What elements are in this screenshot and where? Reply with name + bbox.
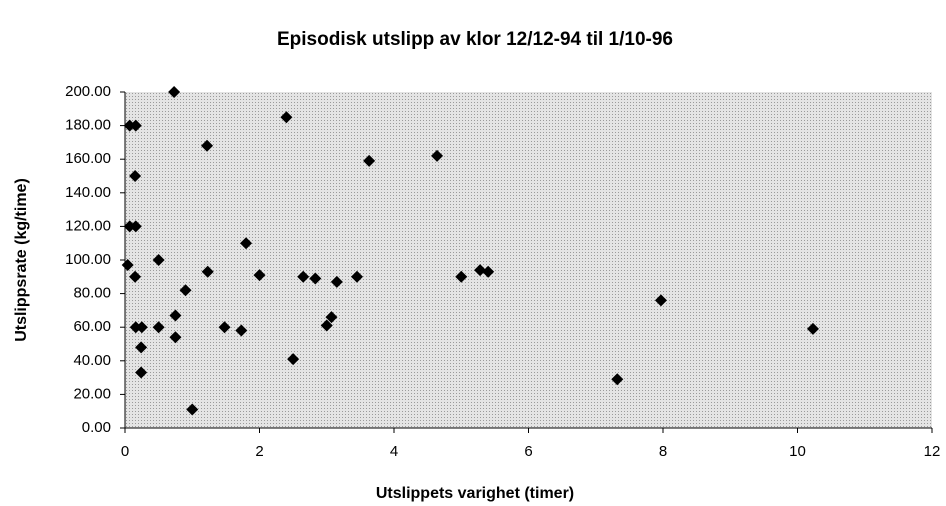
point — [474, 264, 487, 277]
x-tick-label: 12 — [924, 443, 941, 460]
y-tick-label: 60.00 — [73, 318, 111, 335]
point — [287, 353, 300, 366]
point — [123, 119, 136, 132]
point — [309, 272, 322, 285]
point — [455, 270, 468, 283]
point — [235, 324, 248, 337]
y-tick-label: 120.00 — [65, 217, 111, 234]
point — [121, 259, 134, 272]
point — [179, 284, 192, 297]
point — [169, 309, 182, 322]
point — [240, 237, 253, 250]
y-tick-label: 160.00 — [65, 150, 111, 167]
point — [135, 366, 148, 379]
x-tick-label: 6 — [524, 443, 532, 460]
x-tick-label: 4 — [390, 443, 398, 460]
y-tick-label: 100.00 — [65, 251, 111, 268]
point — [129, 119, 142, 132]
point — [135, 341, 148, 354]
point — [123, 220, 136, 233]
plot-area — [125, 92, 932, 428]
point — [482, 265, 495, 278]
point — [325, 311, 338, 324]
y-tick-label: 0.00 — [82, 419, 111, 436]
y-tick-label: 200.00 — [65, 83, 111, 100]
point — [152, 254, 165, 266]
point — [186, 403, 199, 416]
point — [297, 270, 310, 283]
point — [201, 139, 214, 152]
x-tick-label: 0 — [121, 443, 129, 460]
point — [201, 265, 214, 278]
point — [168, 86, 181, 98]
point — [654, 294, 667, 307]
x-tick-label: 2 — [255, 443, 263, 460]
x-tick-label: 10 — [789, 443, 806, 460]
y-axis-label: Utslippsrate (kg/time) — [13, 178, 30, 342]
point — [129, 170, 142, 182]
y-tick-label: 20.00 — [73, 385, 111, 402]
point — [129, 220, 142, 233]
y-tick-label: 140.00 — [65, 184, 111, 201]
point — [129, 321, 142, 334]
y-tick-label: 80.00 — [73, 285, 111, 302]
y-tick-label: 40.00 — [73, 352, 111, 369]
point — [330, 275, 343, 288]
point — [351, 270, 364, 283]
point — [129, 270, 142, 283]
point — [253, 269, 266, 282]
y-tick-label: 180.00 — [65, 117, 111, 134]
point — [152, 321, 165, 334]
point — [280, 111, 293, 124]
chart-title: Episodisk utslipp av klor 12/12-94 til 1… — [277, 29, 673, 50]
point — [135, 321, 148, 334]
point — [611, 373, 624, 386]
point — [320, 319, 333, 332]
point — [806, 322, 819, 335]
point — [363, 154, 376, 167]
x-axis-label: Utslippets varighet (timer) — [376, 485, 574, 502]
x-tick-label: 8 — [659, 443, 667, 460]
point — [169, 331, 182, 344]
point — [218, 321, 231, 334]
point — [431, 149, 444, 162]
